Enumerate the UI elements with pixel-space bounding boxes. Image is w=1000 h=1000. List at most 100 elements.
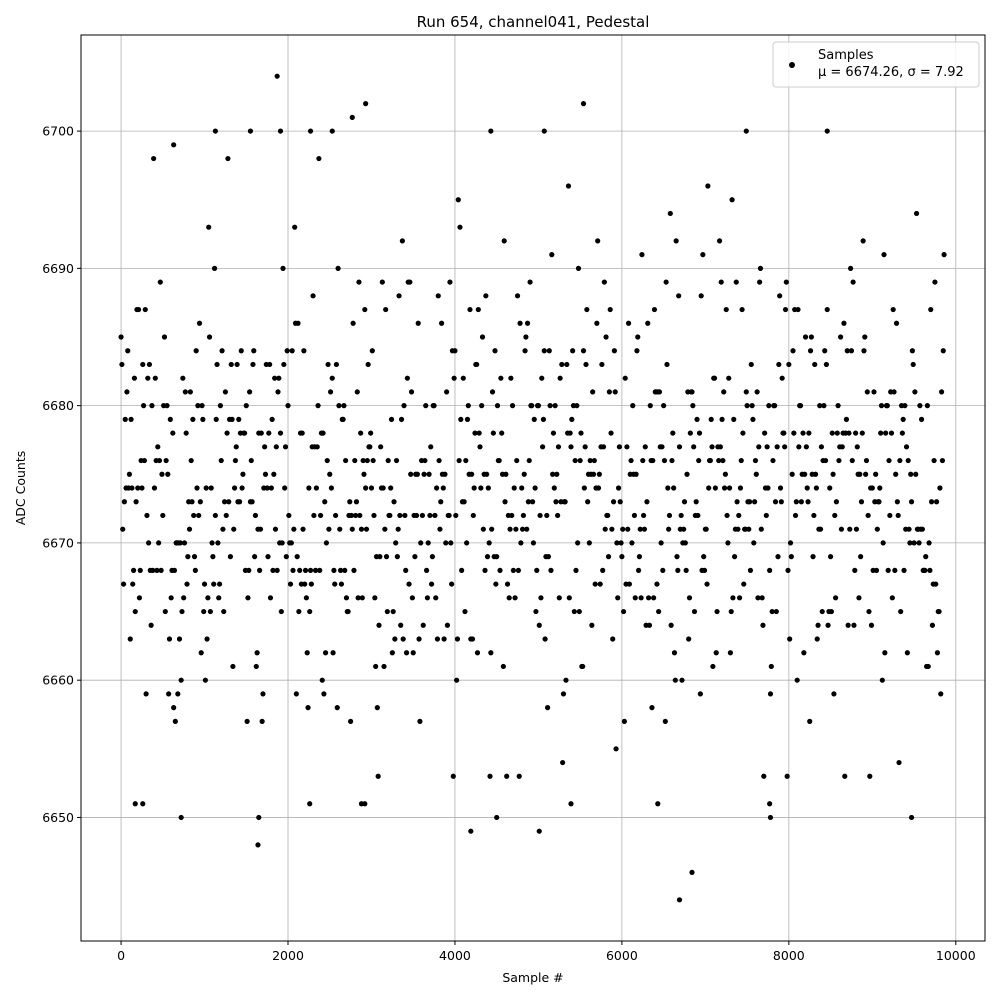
data-point — [697, 691, 703, 697]
data-point — [480, 526, 486, 532]
data-point — [282, 444, 289, 450]
data-point — [340, 416, 346, 422]
data-point — [144, 512, 150, 519]
data-point — [606, 389, 612, 395]
data-point — [938, 389, 945, 395]
data-point — [670, 430, 676, 436]
data-point — [668, 622, 674, 628]
data-point — [666, 526, 672, 532]
data-point — [509, 512, 515, 519]
data-point — [283, 554, 289, 560]
data-point — [221, 608, 227, 615]
data-point — [217, 403, 223, 409]
data-point — [238, 348, 244, 354]
data-point — [140, 801, 146, 807]
data-point — [119, 361, 125, 368]
data-point — [338, 581, 345, 587]
data-point — [307, 128, 314, 134]
data-point — [489, 526, 495, 532]
data-point — [234, 361, 240, 368]
data-point — [538, 595, 544, 601]
data-point — [560, 691, 567, 697]
data-point — [348, 718, 354, 724]
x-tick-label: 0 — [117, 948, 125, 963]
data-point — [709, 444, 715, 450]
data-point — [792, 512, 799, 519]
data-point — [747, 499, 753, 505]
data-point — [878, 403, 885, 409]
data-point — [630, 403, 636, 409]
data-point — [373, 663, 379, 670]
data-point — [612, 389, 618, 395]
data-point — [781, 430, 787, 436]
data-point — [636, 554, 643, 560]
data-point — [880, 540, 886, 546]
data-point — [454, 636, 461, 642]
data-point — [240, 471, 246, 477]
data-point — [746, 526, 752, 532]
data-point — [877, 485, 883, 491]
data-point — [676, 293, 682, 299]
data-point — [397, 512, 403, 519]
data-point — [383, 554, 390, 560]
data-point — [355, 595, 361, 601]
data-point — [631, 512, 638, 519]
data-point — [767, 567, 773, 573]
data-point — [181, 540, 188, 546]
data-point — [583, 361, 589, 368]
data-point — [789, 471, 795, 477]
data-point — [758, 526, 764, 532]
data-point — [717, 444, 723, 450]
data-point — [714, 608, 720, 615]
y-tick-label: 6700 — [42, 124, 74, 139]
data-point — [180, 375, 186, 381]
plot-frame — [80, 34, 986, 942]
data-point — [673, 238, 679, 244]
data-point — [812, 361, 818, 368]
data-point — [156, 457, 163, 464]
data-point — [678, 512, 684, 519]
data-point — [530, 540, 537, 546]
data-point — [580, 348, 587, 354]
data-point — [522, 348, 528, 354]
data-point — [311, 512, 317, 519]
data-point — [610, 636, 616, 642]
data-point — [603, 334, 609, 340]
data-point — [158, 567, 164, 573]
data-point — [786, 361, 792, 368]
data-point — [447, 279, 453, 285]
data-point — [448, 540, 454, 546]
data-point — [568, 801, 574, 807]
data-point — [409, 595, 415, 601]
data-point — [276, 375, 282, 381]
data-point — [504, 581, 511, 587]
data-point — [778, 499, 784, 505]
data-point — [363, 526, 370, 532]
data-point — [502, 499, 508, 505]
data-point — [431, 403, 437, 409]
data-point — [329, 128, 335, 134]
data-point — [451, 375, 457, 381]
data-point — [508, 375, 514, 381]
data-point — [621, 718, 628, 724]
data-point — [494, 554, 500, 560]
data-point — [157, 279, 163, 285]
data-point — [817, 526, 824, 532]
data-point — [257, 526, 264, 532]
data-point — [135, 485, 141, 491]
y-tick-label: 6670 — [42, 535, 74, 550]
data-point — [640, 457, 646, 464]
data-point — [738, 457, 744, 464]
data-point — [716, 457, 722, 464]
data-point — [212, 128, 218, 134]
legend-stats: μ = 6674.26, σ = 7.92 — [818, 65, 964, 80]
data-point — [833, 499, 840, 505]
data-point — [369, 348, 375, 354]
data-point — [516, 773, 522, 779]
data-point — [201, 581, 208, 587]
data-point — [181, 595, 187, 601]
data-point — [695, 512, 701, 519]
data-point — [441, 636, 447, 642]
data-point — [918, 416, 925, 422]
